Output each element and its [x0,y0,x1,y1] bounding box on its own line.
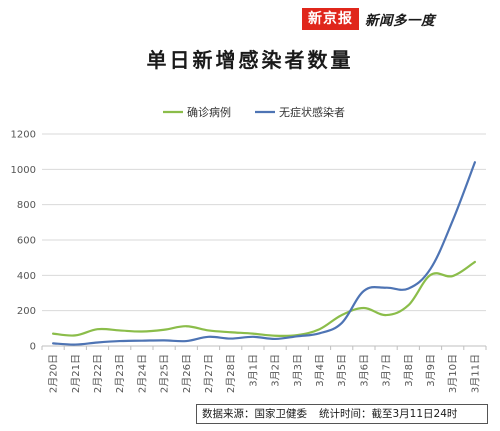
brand-logo: 新京报 [302,8,359,30]
x-tick-label: 3月7日 [381,354,393,387]
x-tick-label: 3月1日 [247,354,259,387]
y-tick-label: 400 [17,271,36,282]
x-tick-label: 2月20日 [48,354,60,393]
x-tick-label: 2月21日 [70,354,82,393]
chart-title: 单日新增感染者数量 [146,48,354,72]
x-tick-label: 2月28日 [225,354,237,393]
x-tick-label: 2月22日 [92,354,104,393]
x-tick-label: 2月25日 [159,354,171,393]
stat-time: 统计时间：截至3月11日24时 [319,408,458,420]
legend-label: 无症状感染者 [279,105,345,119]
x-tick-label: 3月10日 [447,354,459,393]
y-tick-label: 0 [30,342,36,353]
series-line-asymptomatic [52,161,476,346]
x-tick-label: 2月27日 [203,354,215,393]
x-tick-label: 3月11日 [469,354,481,393]
brand-slogan: 新闻多一度 [365,13,435,29]
x-tick-label: 2月26日 [181,354,193,393]
x-tick-label: 2月23日 [114,354,126,393]
legend-label: 确诊病例 [187,105,231,119]
x-tick-label: 3月6日 [358,354,370,387]
y-tick-label: 1000 [11,165,36,176]
series-lines [52,161,476,346]
axes: 0 200 400 600 800 1000 1200 2月20日 2月21日 2月22日 2月23… [11,130,487,393]
x-tick-label: 3月5日 [336,354,348,387]
brand-header: 新京报 新闻多一度 [302,8,435,30]
legend: 确诊病例 无症状感染者 [163,105,345,119]
footer-note: 数据来源：国家卫健委 统计时间：截至3月11日24时 [196,404,488,424]
series-line-confirmed [52,260,476,338]
y-tick-label: 200 [17,306,36,317]
x-tick-label: 3月4日 [314,354,326,387]
data-source: 数据来源：国家卫健委 [202,408,307,420]
x-tick-label: 3月8日 [403,354,415,387]
x-tick-label: 3月2日 [270,354,282,387]
y-tick-label: 1200 [11,130,36,141]
x-tick-label: 3月9日 [425,354,437,387]
y-tick-label: 600 [17,236,36,247]
x-tick-label: 3月3日 [292,354,304,387]
x-tick-label: 2月24日 [136,354,148,393]
y-tick-label: 800 [17,200,36,211]
grid-lines [42,133,486,312]
